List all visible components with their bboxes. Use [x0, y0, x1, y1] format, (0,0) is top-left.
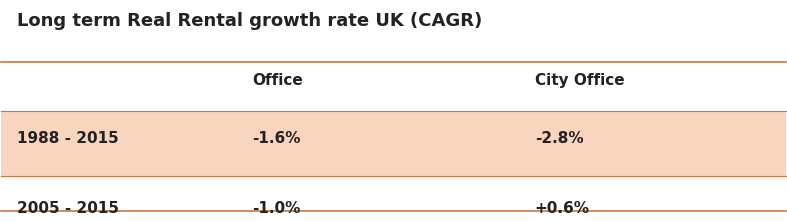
Text: Long term Real Rental growth rate UK (CAGR): Long term Real Rental growth rate UK (CA…	[17, 12, 482, 30]
Text: -1.6%: -1.6%	[253, 131, 301, 146]
Text: +0.6%: +0.6%	[534, 201, 589, 216]
FancyBboxPatch shape	[2, 110, 785, 176]
Text: 1988 - 2015: 1988 - 2015	[17, 131, 119, 146]
Text: 2005 - 2015: 2005 - 2015	[17, 201, 119, 216]
Text: -1.0%: -1.0%	[253, 201, 301, 216]
Text: -2.8%: -2.8%	[534, 131, 583, 146]
Text: Office: Office	[253, 73, 303, 88]
Text: City Office: City Office	[534, 73, 624, 88]
